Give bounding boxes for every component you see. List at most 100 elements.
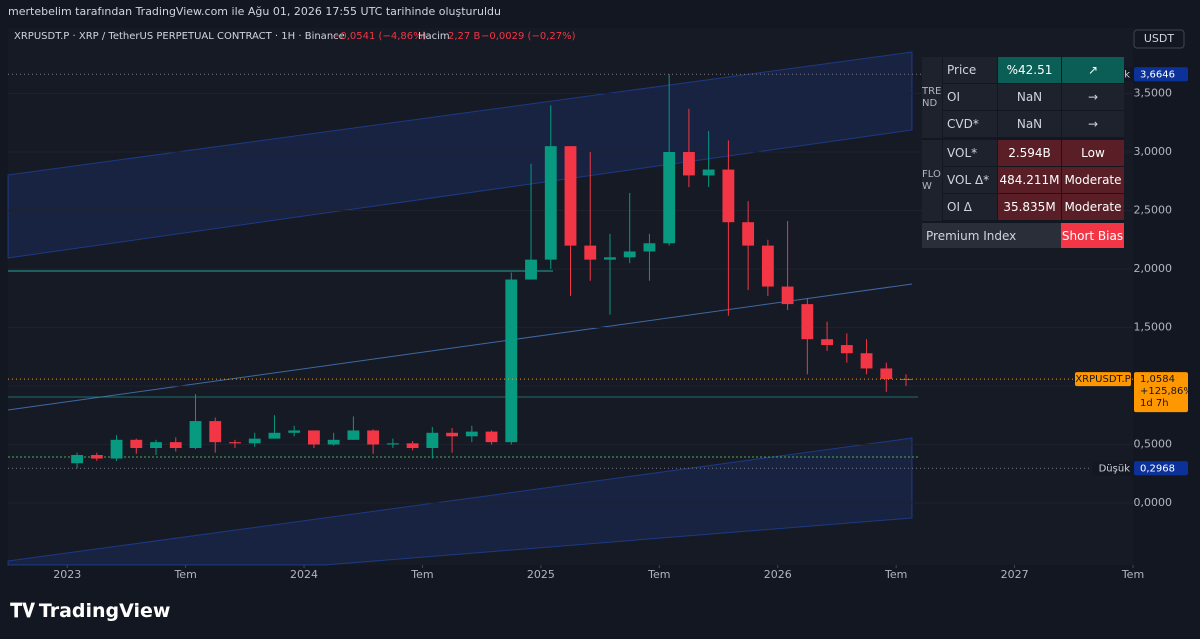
y-tick-label: 3,5000 xyxy=(1134,87,1173,100)
table-cell: NaN xyxy=(997,84,1061,110)
candle-body xyxy=(584,245,597,260)
candle-body xyxy=(268,432,281,439)
currency-button[interactable] xyxy=(1133,29,1185,49)
candle-body xyxy=(347,430,360,440)
candle-body xyxy=(564,146,577,246)
volume-change: −0,0029 (−0,27%) xyxy=(481,31,576,42)
candle-body xyxy=(801,304,814,340)
caption: mertebelim tarafından TradingView.com il… xyxy=(8,5,501,18)
table-group: TREND Price %42.51 ↗ OI NaN → CVD* NaN → xyxy=(922,57,1124,140)
extreme-value-box xyxy=(1134,461,1188,476)
candle-body xyxy=(169,442,182,449)
candle-body xyxy=(367,430,380,445)
channel-lower xyxy=(7,437,913,566)
table-row: VOL Δ* 484.211M Moderate xyxy=(942,167,1124,194)
indicator-table: TREND Price %42.51 ↗ OI NaN → CVD* NaN → FLOW VOL* 2… xyxy=(922,57,1124,248)
table-cell: VOL* xyxy=(942,140,997,166)
candle-body xyxy=(663,152,676,244)
candle-body xyxy=(683,152,695,176)
candle-body xyxy=(702,169,715,176)
channel-upper xyxy=(7,51,913,259)
x-tick-label: Tem xyxy=(173,568,196,581)
candle-body xyxy=(90,455,103,459)
candle-body xyxy=(840,345,853,354)
logo-text: TradingView xyxy=(38,600,171,622)
candle-body xyxy=(821,339,833,346)
extreme-tag-text: Düşük xyxy=(1099,463,1131,474)
candle-body xyxy=(643,243,656,252)
table-cell: Moderate xyxy=(1061,194,1124,220)
candle-body xyxy=(465,431,478,437)
candle-body xyxy=(288,430,301,433)
y-tick-label: 2,5000 xyxy=(1134,204,1173,217)
extreme-value: 3,6646 xyxy=(1140,69,1175,80)
table-cell: CVD* xyxy=(942,111,997,137)
candle-body xyxy=(327,439,340,445)
x-tick-label: 2024 xyxy=(290,568,318,581)
table-row: OI Δ 35.835M Moderate xyxy=(942,194,1124,221)
group-rows: Price %42.51 ↗ OI NaN → CVD* NaN → xyxy=(942,57,1124,138)
table-cell: ↗ xyxy=(1061,57,1124,83)
table-row: VOL* 2.594B Low xyxy=(942,140,1124,167)
candle-body xyxy=(880,368,893,379)
candle-body xyxy=(742,222,755,246)
candle-body xyxy=(446,432,458,437)
volume-label: Hacim xyxy=(418,31,450,42)
price-tag xyxy=(1134,372,1188,413)
candle-body xyxy=(386,443,399,445)
candle-body xyxy=(229,442,241,444)
table-row: Price %42.51 ↗ xyxy=(942,57,1124,84)
candle-body xyxy=(110,439,123,459)
candle-body xyxy=(248,438,261,444)
channel-mid xyxy=(7,283,913,411)
extreme-value: 0,2968 xyxy=(1140,463,1175,474)
table-cell: Short Bias xyxy=(1061,223,1124,248)
table-cell: VOL Δ* xyxy=(942,167,997,193)
symbol-tag xyxy=(1075,372,1131,387)
extreme-value-box xyxy=(1134,67,1188,82)
candle-body xyxy=(722,169,735,223)
table-cell: %42.51 xyxy=(997,57,1061,83)
candle-body xyxy=(544,146,557,260)
table-cell: → xyxy=(1061,84,1124,110)
x-tick-label: Tem xyxy=(1121,568,1144,581)
table-cell: NaN xyxy=(997,111,1061,137)
candle-body xyxy=(505,279,518,443)
candle-body xyxy=(150,442,162,449)
candle-body xyxy=(900,378,912,380)
y-tick-label: 1,5000 xyxy=(1134,321,1173,334)
x-tick-label: Tem xyxy=(410,568,433,581)
candle-body xyxy=(426,432,439,449)
candle-body xyxy=(604,257,616,260)
table-cell: 484.211M xyxy=(997,167,1061,193)
table-cell: OI Δ xyxy=(942,194,997,220)
x-tick-label: 2025 xyxy=(527,568,555,581)
table-cell: 2.594B xyxy=(997,140,1061,166)
candle-body xyxy=(308,430,320,445)
logo: 𝐓𝐕 TradingView xyxy=(10,600,171,622)
currency-label: USDT xyxy=(1144,32,1175,45)
candle-body xyxy=(761,245,774,287)
y-tick-label: 0,0000 xyxy=(1134,496,1173,509)
table-cell: → xyxy=(1061,111,1124,137)
price-tag-countdown: 1d 7h xyxy=(1140,398,1169,409)
price-tag-change: +125,86% xyxy=(1140,386,1193,397)
candle-body xyxy=(623,251,636,258)
candle-body xyxy=(130,439,143,449)
table-cell: Low xyxy=(1061,140,1124,166)
table-cell: OI xyxy=(942,84,997,110)
symbol-line: XRPUSDT.P · XRP / TetherUS PERPETUAL CON… xyxy=(14,31,345,42)
symbol-tag-text: XRPUSDT.P xyxy=(1075,374,1130,385)
price-tag-value: 1,0584 xyxy=(1140,374,1175,385)
candle-body xyxy=(209,421,222,443)
y-tick-label: 3,0000 xyxy=(1134,145,1173,158)
volume: 2,27 B xyxy=(448,31,480,42)
candle-body xyxy=(406,443,419,449)
x-tick-label: 2023 xyxy=(53,568,81,581)
table-cell: Moderate xyxy=(1061,167,1124,193)
table-footer: Premium Index Short Bias xyxy=(922,223,1124,248)
group-label: TREND xyxy=(922,57,942,138)
extreme-tag xyxy=(1092,461,1134,476)
